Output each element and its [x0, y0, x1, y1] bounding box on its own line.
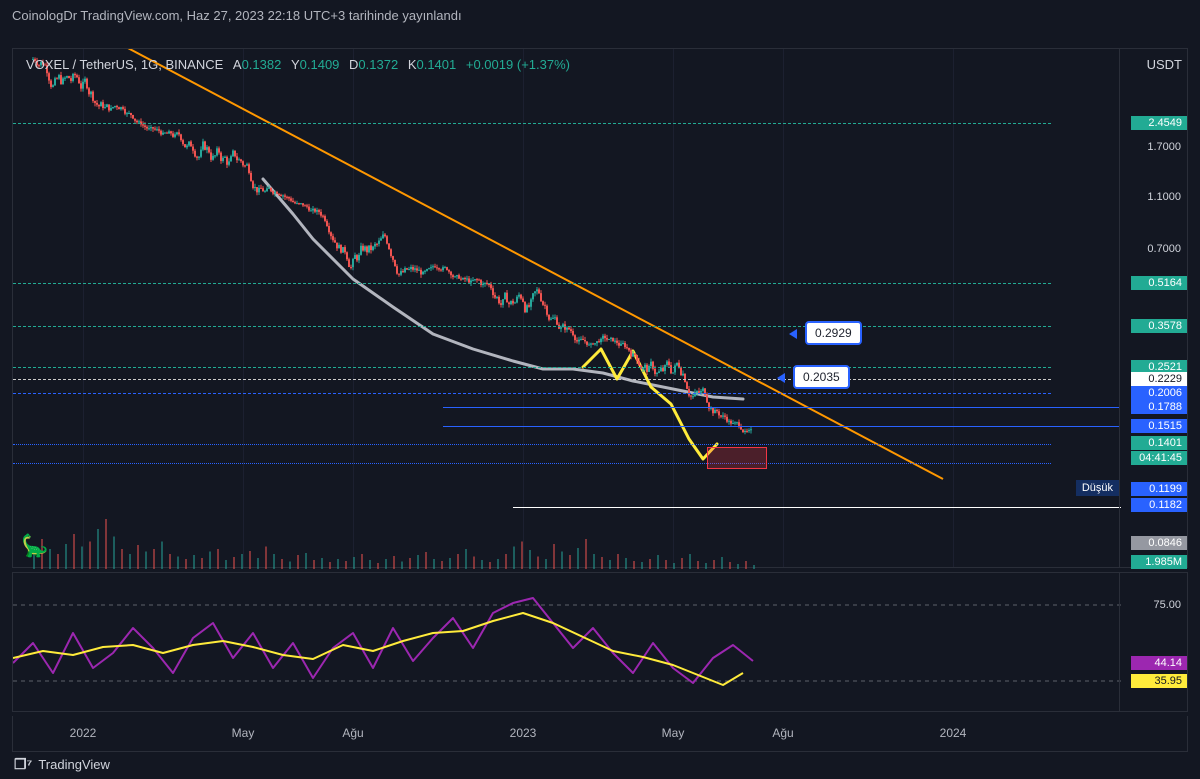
- price-badge: 0.1182: [1131, 498, 1187, 512]
- plot-area[interactable]: 0.2929 0.2035 🦕: [13, 49, 1119, 567]
- price-badge: 04:41:45: [1131, 451, 1187, 465]
- time-tick: 2023: [510, 726, 537, 740]
- price-callout: 0.2035: [793, 365, 850, 389]
- time-tick: Ağu: [772, 726, 793, 740]
- horizontal-level: [13, 379, 1051, 380]
- price-badge: 2.4549: [1131, 116, 1187, 130]
- horizontal-level: [443, 426, 1119, 427]
- price-tick: 1.7000: [1147, 141, 1181, 153]
- time-tick: Ağu: [342, 726, 363, 740]
- horizontal-level: [13, 393, 1051, 394]
- horizontal-level: [13, 367, 1051, 368]
- symbol-pair: VOXEL / TetherUS: [26, 57, 134, 72]
- horizontal-level: [443, 407, 1119, 408]
- exchange: BINANCE: [165, 57, 223, 72]
- horizontal-level: [13, 123, 1051, 124]
- brand-text: TradingView: [38, 757, 110, 772]
- ohlc-a: 0.1382: [242, 57, 282, 72]
- footer-brand: ❒⁷ TradingView: [14, 756, 110, 773]
- indicator-panel[interactable]: 75.00 44.14 35.95: [12, 572, 1188, 712]
- time-axis[interactable]: 2022 May Ağu 2023 May Ağu 2024: [12, 716, 1188, 752]
- low-label: Düşük: [1076, 480, 1119, 496]
- callout-arrow-icon: [777, 373, 785, 383]
- price-badge: 0.1515: [1131, 419, 1187, 433]
- price-tick: 1.1000: [1147, 191, 1181, 203]
- price-badge: 0.0846: [1131, 536, 1187, 550]
- main-price-chart[interactable]: 0.2929 0.2035 🦕 1.7000 1.1000 0.7000 2.4549 0…: [12, 48, 1188, 568]
- price-badge: 1.985M: [1131, 555, 1187, 569]
- timeframe: 1G: [141, 57, 158, 72]
- price-svg: [13, 49, 1121, 569]
- price-badge: 0.3578: [1131, 319, 1187, 333]
- time-tick: May: [662, 726, 685, 740]
- price-tick: 0.7000: [1147, 243, 1181, 255]
- time-tick: 2024: [940, 726, 967, 740]
- price-axis[interactable]: 1.70001.10000.70002.45490.51640.35780.25…: [1119, 49, 1187, 567]
- horizontal-level: [13, 283, 1051, 284]
- change-pct: (+1.37%): [517, 57, 570, 72]
- callout-arrow-icon: [789, 329, 797, 339]
- indicator-badge: 35.95: [1131, 674, 1187, 688]
- time-tick: 2022: [70, 726, 97, 740]
- price-callout: 0.2929: [805, 321, 862, 345]
- indicator-tick: 75.00: [1153, 599, 1181, 611]
- price-badge: 0.1199: [1131, 482, 1187, 496]
- dino-icon: 🦕: [21, 533, 48, 559]
- price-badge: 0.5164: [1131, 276, 1187, 290]
- price-badge: 0.1401: [1131, 436, 1187, 450]
- indicator-badge: 44.14: [1131, 656, 1187, 670]
- dotted-level: [13, 463, 1051, 464]
- time-tick: May: [232, 726, 255, 740]
- demand-zone-box: [707, 447, 767, 469]
- indicator-plot[interactable]: [13, 573, 1119, 711]
- symbol-info-line: VOXEL / TetherUS, 1G, BINANCE A0.1382 Y0…: [26, 57, 570, 72]
- price-badge: 0.2006: [1131, 386, 1187, 400]
- price-badge: 0.2229: [1131, 372, 1187, 386]
- dotted-level: [13, 444, 1051, 445]
- indicator-axis[interactable]: 75.00 44.14 35.95: [1119, 573, 1187, 711]
- white-level: [513, 507, 1121, 508]
- price-badge: 0.1788: [1131, 400, 1187, 414]
- ohlc-y: 0.1409: [300, 57, 340, 72]
- ohlc-d: 0.1372: [358, 57, 398, 72]
- change-abs: +0.0019: [466, 57, 513, 72]
- horizontal-level: [13, 326, 1051, 327]
- tradingview-logo-icon: ❒⁷: [14, 756, 32, 773]
- ohlc-k: 0.1401: [416, 57, 456, 72]
- publish-header: CoinologDr TradingView.com, Haz 27, 2023…: [12, 8, 462, 23]
- indicator-svg: [13, 573, 1121, 713]
